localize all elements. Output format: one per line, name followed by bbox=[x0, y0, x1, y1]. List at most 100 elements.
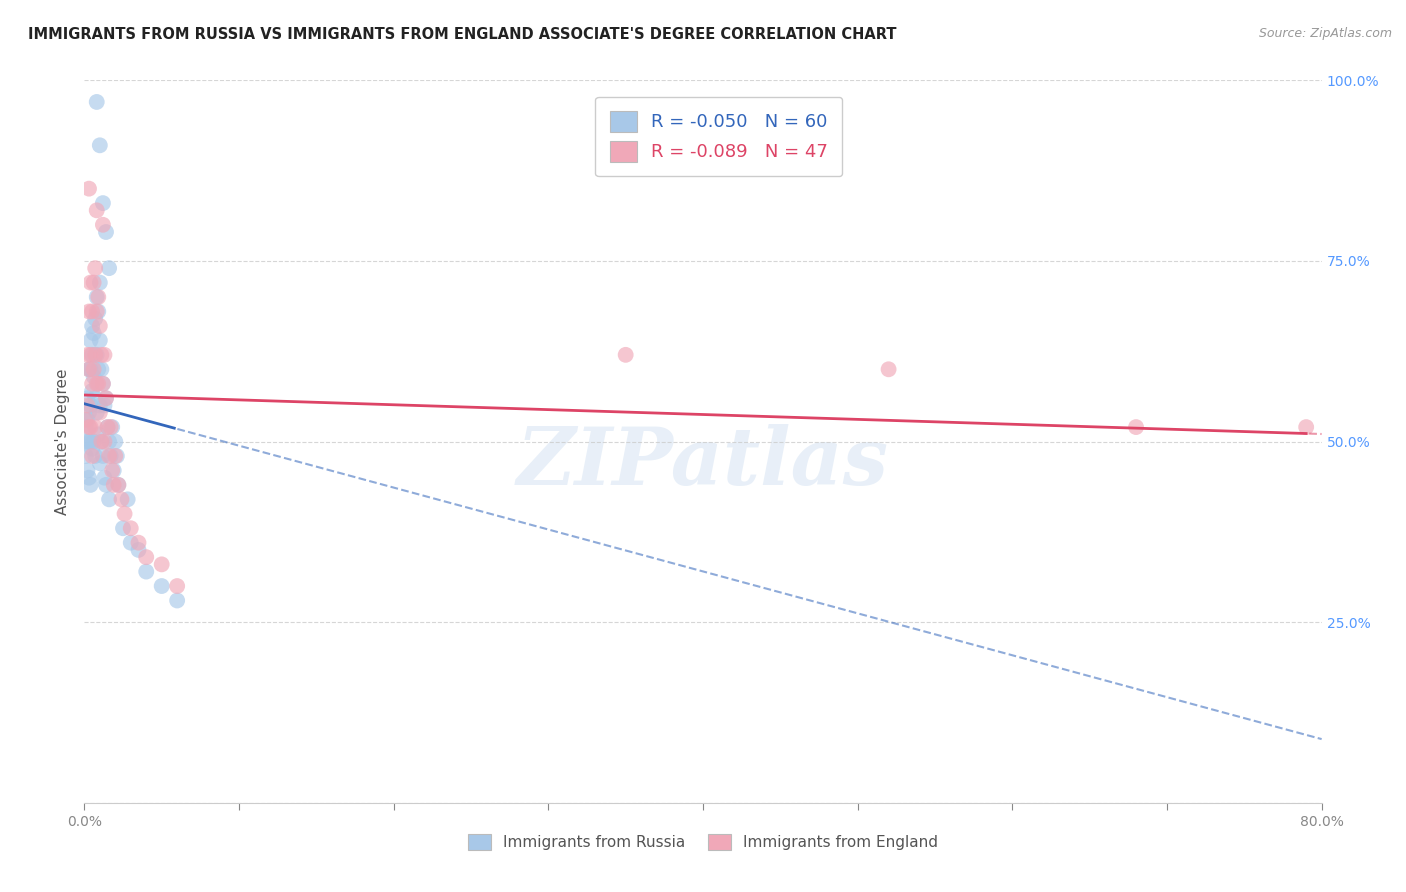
Point bbox=[84, 348, 107, 362]
Point bbox=[86, 290, 108, 304]
Point bbox=[96, 420, 118, 434]
Point bbox=[77, 362, 100, 376]
Point bbox=[82, 384, 104, 398]
Point bbox=[90, 434, 112, 449]
Point bbox=[82, 442, 104, 456]
Text: IMMIGRANTS FROM RUSSIA VS IMMIGRANTS FROM ENGLAND ASSOCIATE'S DEGREE CORRELATION: IMMIGRANTS FROM RUSSIA VS IMMIGRANTS FRO… bbox=[28, 27, 897, 42]
Point bbox=[150, 558, 173, 572]
Point bbox=[82, 318, 104, 333]
Point bbox=[135, 565, 157, 579]
Point bbox=[110, 492, 132, 507]
Point bbox=[98, 261, 121, 276]
Point bbox=[91, 218, 114, 232]
Point bbox=[75, 449, 97, 463]
Point bbox=[91, 449, 114, 463]
Point bbox=[135, 550, 157, 565]
Point bbox=[94, 391, 117, 405]
Point bbox=[104, 449, 127, 463]
Point bbox=[83, 369, 105, 384]
Point bbox=[94, 391, 117, 405]
Point bbox=[101, 463, 124, 477]
Point bbox=[89, 276, 111, 290]
Point bbox=[120, 535, 142, 549]
Point bbox=[100, 449, 122, 463]
Point bbox=[84, 420, 107, 434]
Point bbox=[98, 449, 121, 463]
Point bbox=[87, 376, 110, 391]
Point bbox=[76, 391, 98, 405]
Point bbox=[107, 478, 129, 492]
Point bbox=[90, 362, 112, 376]
Point bbox=[79, 420, 101, 434]
Point bbox=[89, 138, 111, 153]
Point bbox=[91, 196, 114, 211]
Point bbox=[103, 463, 125, 477]
Point bbox=[117, 492, 139, 507]
Point bbox=[87, 290, 110, 304]
Point bbox=[101, 420, 124, 434]
Point bbox=[90, 434, 112, 449]
Legend: Immigrants from Russia, Immigrants from England: Immigrants from Russia, Immigrants from … bbox=[461, 829, 945, 856]
Point bbox=[107, 478, 129, 492]
Point bbox=[98, 434, 121, 449]
Point bbox=[1295, 420, 1317, 434]
Point bbox=[77, 304, 100, 318]
Point bbox=[89, 456, 111, 470]
Point bbox=[86, 348, 108, 362]
Point bbox=[77, 406, 100, 420]
Point bbox=[77, 362, 100, 376]
Point bbox=[79, 434, 101, 449]
Point bbox=[86, 203, 108, 218]
Point bbox=[84, 348, 107, 362]
Point bbox=[105, 449, 128, 463]
Point bbox=[79, 398, 101, 412]
Point bbox=[84, 311, 107, 326]
Point bbox=[91, 376, 114, 391]
Point bbox=[89, 398, 111, 412]
Point bbox=[877, 362, 900, 376]
Point bbox=[77, 420, 100, 434]
Point bbox=[614, 348, 637, 362]
Point bbox=[82, 376, 104, 391]
Point bbox=[86, 406, 108, 420]
Point bbox=[93, 434, 115, 449]
Point bbox=[84, 261, 107, 276]
Point bbox=[94, 478, 117, 492]
Point bbox=[89, 406, 111, 420]
Y-axis label: Associate's Degree: Associate's Degree bbox=[55, 368, 70, 515]
Point bbox=[75, 413, 97, 427]
Point bbox=[93, 348, 115, 362]
Point bbox=[103, 478, 125, 492]
Point bbox=[87, 304, 110, 318]
Point bbox=[79, 362, 101, 376]
Point bbox=[90, 348, 112, 362]
Text: ZIPatlas: ZIPatlas bbox=[517, 425, 889, 502]
Point bbox=[93, 470, 115, 484]
Point bbox=[84, 391, 107, 405]
Point bbox=[82, 449, 104, 463]
Point bbox=[84, 449, 107, 463]
Point bbox=[87, 362, 110, 376]
Point bbox=[166, 579, 188, 593]
Point bbox=[76, 434, 98, 449]
Point bbox=[127, 542, 149, 557]
Point bbox=[86, 304, 108, 318]
Point bbox=[87, 427, 110, 442]
Point bbox=[127, 535, 149, 549]
Point bbox=[76, 463, 98, 477]
Point bbox=[112, 521, 135, 535]
Point bbox=[166, 593, 188, 607]
Point bbox=[150, 579, 173, 593]
Point bbox=[100, 420, 122, 434]
Text: Source: ZipAtlas.com: Source: ZipAtlas.com bbox=[1258, 27, 1392, 40]
Point bbox=[76, 398, 98, 412]
Point bbox=[83, 326, 105, 340]
Point bbox=[75, 420, 97, 434]
Point bbox=[79, 276, 101, 290]
Point bbox=[86, 95, 108, 109]
Point bbox=[83, 434, 105, 449]
Point bbox=[86, 376, 108, 391]
Point bbox=[77, 434, 100, 449]
Point bbox=[114, 507, 136, 521]
Point bbox=[77, 470, 100, 484]
